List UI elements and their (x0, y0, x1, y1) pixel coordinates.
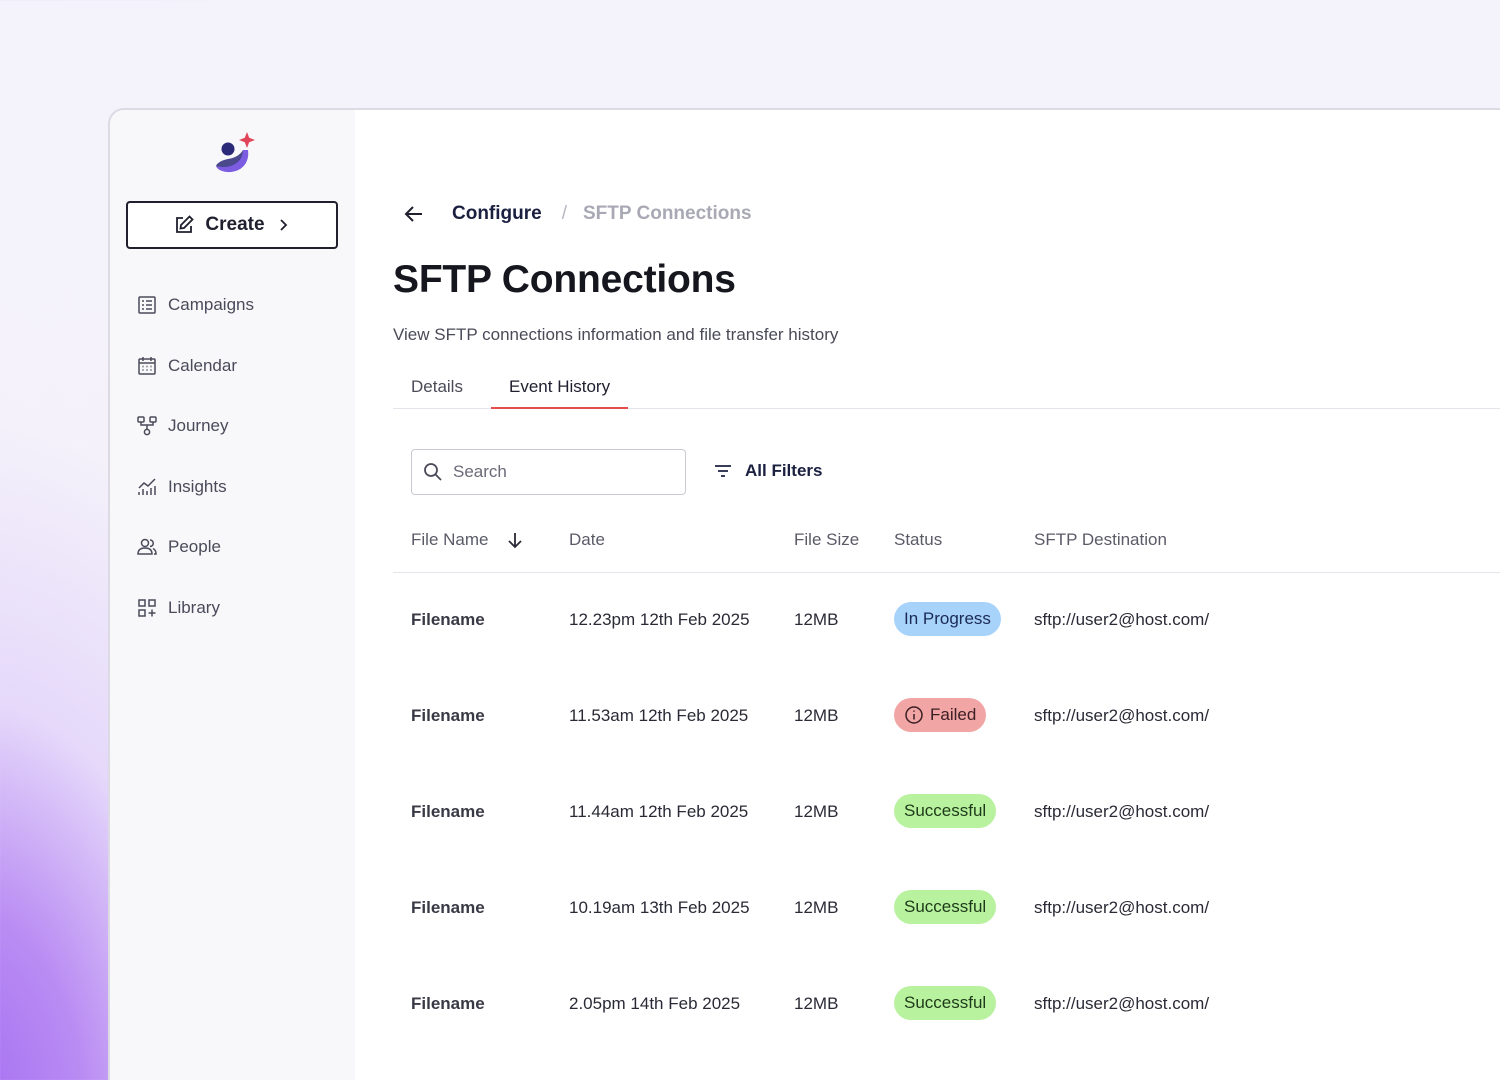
search-field[interactable] (411, 449, 686, 495)
status-badge: In Progress (894, 602, 1001, 636)
breadcrumb-separator: / (561, 203, 567, 224)
page-title: SFTP Connections (393, 258, 736, 301)
column-label: File Name (411, 530, 489, 549)
table-row[interactable]: Filename 11.44am 12th Feb 2025 12MB Succ… (393, 765, 1500, 861)
create-label: Create (205, 214, 265, 235)
cell-destination: sftp://user2@host.com/ (1034, 706, 1210, 725)
column-header-sftp-destination[interactable]: SFTP Destination (1034, 530, 1167, 550)
column-header-date[interactable]: Date (569, 530, 605, 550)
calendar-icon (138, 356, 156, 375)
sort-down-icon[interactable] (506, 531, 524, 549)
cell-file-size: 12MB (794, 610, 839, 629)
search-input[interactable] (453, 462, 663, 482)
sidebar-item-label: Calendar (168, 355, 237, 375)
library-icon (138, 599, 156, 617)
column-header-file-name[interactable]: File Name (411, 530, 524, 550)
column-label: Status (894, 530, 943, 549)
status-label: Successful (904, 897, 987, 916)
event-history-table: File Name Date File Size Status SFTP Des… (393, 517, 1500, 1053)
cell-date: 11.53am 12th Feb 2025 (569, 706, 749, 725)
sidebar-item-insights[interactable]: Insights (136, 457, 336, 518)
cell-destination: sftp://user2@host.com/ (1034, 802, 1210, 821)
cell-date: 11.44am 12th Feb 2025 (569, 802, 749, 821)
cell-file-size: 12MB (794, 802, 839, 821)
column-header-file-size[interactable]: File Size (794, 530, 859, 550)
cell-file-size: 12MB (794, 898, 839, 917)
cell-date: 12.23pm 12th Feb 2025 (569, 610, 750, 629)
app-logo (216, 132, 255, 173)
breadcrumb: Configure / SFTP Connections (402, 202, 752, 226)
sidebar-item-label: Journey (168, 416, 229, 436)
table-row[interactable]: Filename 11.53am 12th Feb 2025 12MB Fail… (393, 669, 1500, 765)
cell-date: 2.05pm 14th Feb 2025 (569, 994, 741, 1013)
cell-filename: Filename (411, 706, 485, 725)
sidebar-nav: Campaigns Calendar Journey (136, 275, 336, 638)
column-header-status[interactable]: Status (894, 530, 942, 550)
column-label: SFTP Destination (1034, 530, 1167, 549)
main-content: Configure / SFTP Connections SFTP Connec… (355, 110, 1500, 1080)
filter-icon (715, 465, 731, 477)
page-description: View SFTP connections information and fi… (393, 325, 839, 344)
sidebar-item-label: People (168, 537, 221, 557)
cell-file-size: 12MB (794, 994, 839, 1013)
back-arrow-icon[interactable] (402, 202, 426, 226)
sidebar-item-label: Insights (168, 476, 227, 496)
chart-icon (138, 478, 156, 495)
sidebar-item-calendar[interactable]: Calendar (136, 336, 336, 397)
breadcrumb-current: SFTP Connections (583, 203, 752, 224)
sidebar: Create Campaigns Calendar (110, 110, 355, 1080)
sidebar-item-label: Campaigns (168, 295, 254, 315)
sidebar-item-label: Library (168, 597, 220, 617)
edit-icon (176, 215, 195, 233)
tab-details[interactable]: Details (411, 377, 463, 396)
table-row[interactable]: Filename 2.05pm 14th Feb 2025 12MB Succe… (393, 957, 1500, 1053)
info-icon (905, 706, 923, 724)
breadcrumb-configure[interactable]: Configure (452, 203, 542, 224)
cell-filename: Filename (411, 802, 485, 821)
status-badge: Failed (894, 698, 987, 732)
status-label: Failed (930, 705, 977, 724)
cell-destination: sftp://user2@host.com/ (1034, 898, 1210, 917)
cell-filename: Filename (411, 994, 485, 1013)
sidebar-item-library[interactable]: Library (136, 578, 336, 639)
column-label: Date (569, 530, 605, 549)
tab-bar: Details Event History (393, 366, 1500, 409)
chevron-right-icon (279, 219, 287, 231)
all-filters-button[interactable]: All Filters (713, 461, 822, 481)
cell-destination: sftp://user2@host.com/ (1034, 994, 1210, 1013)
search-icon (424, 463, 442, 481)
create-button[interactable]: Create (126, 201, 338, 249)
sidebar-item-people[interactable]: People (136, 517, 336, 578)
tab-event-history[interactable]: Event History (491, 366, 629, 409)
status-badge: Successful (894, 890, 997, 924)
column-label: File Size (794, 530, 860, 549)
all-filters-label: All Filters (745, 461, 823, 480)
table-row[interactable]: Filename 12.23pm 12th Feb 2025 12MB In P… (393, 573, 1500, 669)
people-icon (137, 539, 157, 555)
cell-filename: Filename (411, 610, 485, 629)
list-icon (138, 296, 156, 314)
table-row[interactable]: Filename 10.19am 13th Feb 2025 12MB Succ… (393, 861, 1500, 957)
sidebar-item-campaigns[interactable]: Campaigns (136, 275, 336, 336)
journey-icon (137, 416, 157, 436)
sidebar-item-journey[interactable]: Journey (136, 396, 336, 457)
cell-date: 10.19am 13th Feb 2025 (569, 898, 750, 917)
cell-filename: Filename (411, 898, 485, 917)
cell-destination: sftp://user2@host.com/ (1034, 610, 1210, 629)
cell-file-size: 12MB (794, 706, 839, 725)
table-header: File Name Date File Size Status SFTP Des… (393, 517, 1500, 573)
status-label: In Progress (904, 609, 991, 628)
status-label: Successful (904, 801, 987, 820)
app-window: Create Campaigns Calendar (108, 108, 1500, 1080)
status-label: Successful (904, 993, 987, 1012)
status-badge: Successful (894, 986, 997, 1020)
status-badge: Successful (894, 794, 997, 828)
